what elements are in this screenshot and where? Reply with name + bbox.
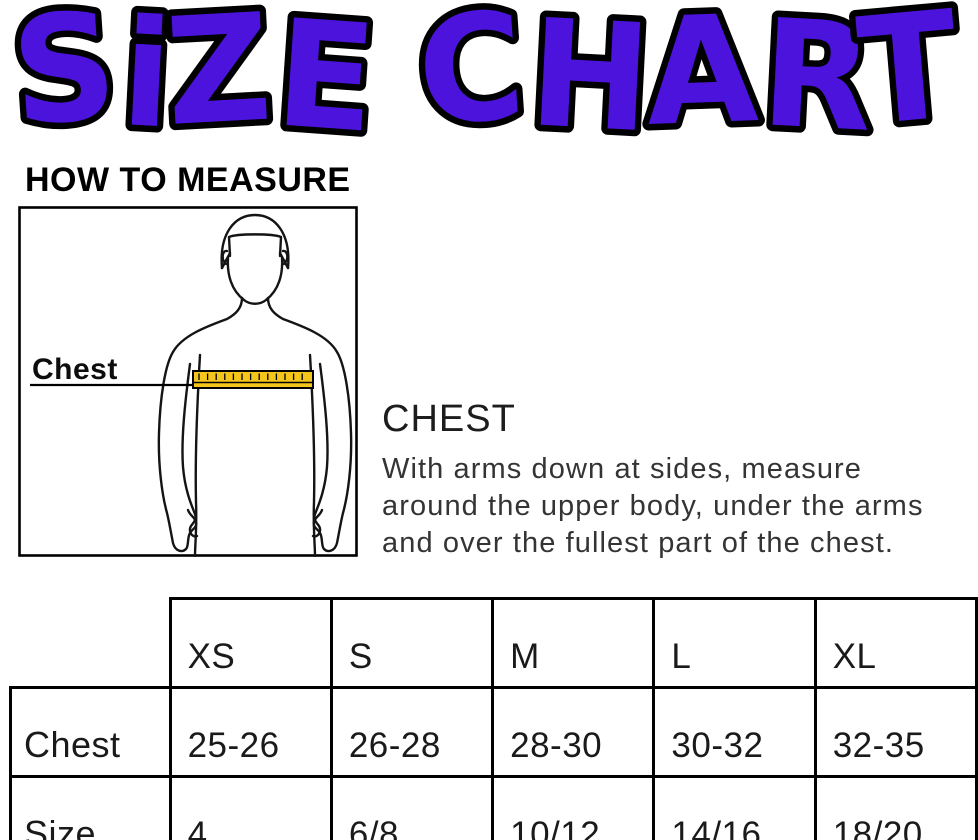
size-row: Size 4 6/8 10/12 14/16 18/20 [9,775,978,840]
size-table: XS S M L XL Chest 25-26 26-28 28-30 30-3… [9,597,978,840]
size-table-header-row: XS S M L XL [11,597,978,689]
how-to-measure-heading: HOW TO MEASURE [25,161,351,199]
chest-instructions: CHEST With arms down at sides, measure a… [382,398,978,562]
row-label-chest: Chest [9,686,172,778]
instruction-line: and over the fullest part of the chest. [382,527,895,559]
header-cell-s: S [329,597,495,689]
chest-diagram-label: Chest [32,353,118,386]
header-cell-xs: XS [168,597,333,689]
table-cell: 28-30 [491,686,656,778]
table-cell: 25-26 [168,686,333,778]
row-label-size: Size [9,775,172,840]
header-cell-xl: XL [813,597,978,689]
instruction-line: With arms down at sides, measure [382,453,863,485]
torso-figure-illustration [157,213,353,557]
table-cell: 32-35 [813,686,978,778]
table-cell: 14/16 [652,775,817,840]
measure-diagram: Chest [18,206,358,557]
instruction-line: around the upper body, under the arms [382,490,924,522]
table-cell: 26-28 [329,686,495,778]
chest-row: Chest 25-26 26-28 28-30 30-32 32-35 [9,686,978,778]
page-title: SiZE CHART [6,0,964,166]
table-corner-cell [11,599,171,688]
tape-measure [192,370,314,389]
table-cell: 10/12 [491,775,656,840]
header-cell-l: L [652,597,817,689]
table-cell: 6/8 [329,775,495,840]
table-cell: 4 [168,775,333,840]
chest-instructions-heading: CHEST [382,398,516,440]
chest-instructions-body: With arms down at sides, measure around … [382,451,978,562]
title-banner: SiZE CHART [0,0,971,172]
header-cell-m: M [491,597,656,689]
table-cell: 18/20 [813,775,978,840]
table-cell: 30-32 [652,686,817,778]
